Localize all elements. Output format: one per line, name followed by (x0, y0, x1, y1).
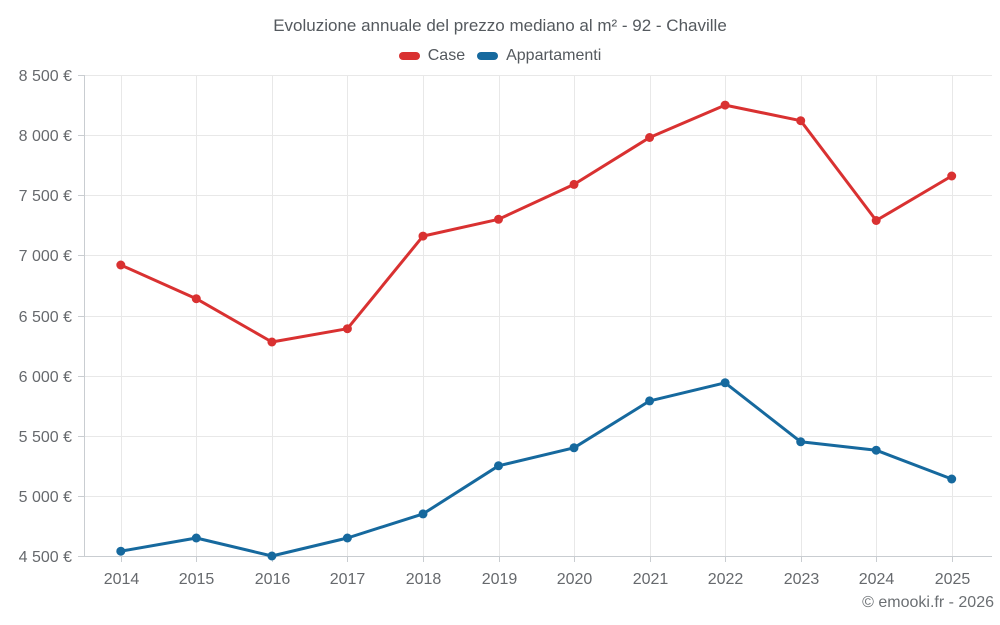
x-axis-label: 2017 (330, 571, 366, 588)
case-point-2016[interactable] (267, 337, 277, 347)
case-point-2020[interactable] (569, 179, 579, 189)
appartamenti-point-2014[interactable] (116, 546, 126, 556)
y-axis-label: 4 500 € (19, 549, 72, 566)
legend-label-case: Case (427, 47, 466, 64)
x-axis-label: 2020 (557, 571, 593, 588)
x-axis-label: 2025 (935, 571, 971, 588)
x-axis-label: 2024 (859, 571, 895, 588)
appartamenti-point-2019[interactable] (494, 461, 503, 471)
y-axis-label: 5 000 € (19, 489, 72, 506)
y-axis-label: 8 500 € (19, 68, 72, 85)
case-point-2025[interactable] (947, 171, 957, 181)
appartamenti-point-2021[interactable] (645, 396, 655, 406)
x-axis-label: 2021 (633, 571, 669, 588)
y-axis-label: 8 000 € (19, 128, 72, 145)
appartamenti-point-2017[interactable] (342, 533, 352, 543)
copyright-footer: © emooki.fr - 2026 (862, 594, 994, 611)
appartamenti-point-2025[interactable] (947, 474, 957, 484)
y-axis-label: 6 500 € (19, 309, 72, 326)
chart-legend: Case Appartamenti (0, 47, 1000, 65)
x-axis-label: 2015 (179, 571, 215, 588)
x-axis-label: 2023 (784, 571, 820, 588)
y-axis-label: 5 500 € (19, 429, 72, 446)
case-point-2017[interactable] (342, 324, 352, 334)
appartamenti-point-2023[interactable] (796, 437, 806, 447)
x-axis-label: 2019 (482, 571, 518, 588)
legend-label-appartamenti: Appartamenti (506, 47, 602, 64)
appartamenti-point-2020[interactable] (569, 443, 579, 453)
x-axis-label: 2022 (708, 571, 744, 588)
case-point-2015[interactable] (191, 294, 201, 304)
appartamenti-point-2015[interactable] (191, 533, 201, 543)
appartamenti-point-2018[interactable] (418, 509, 428, 519)
case-series-line (119, 103, 954, 344)
case-point-2021[interactable] (645, 133, 655, 142)
y-axis-label: 7 500 € (19, 188, 72, 205)
x-axis-label: 2018 (406, 571, 442, 588)
case-point-2019[interactable] (494, 214, 503, 224)
legend-item-case[interactable]: Case (398, 47, 466, 65)
case-point-2023[interactable] (796, 116, 806, 126)
appartamenti-point-2024[interactable] (871, 445, 881, 455)
case-point-2018[interactable] (418, 231, 428, 241)
appartamenti-point-2016[interactable] (267, 551, 277, 561)
y-axis-label: 7 000 € (19, 248, 72, 265)
chart-title: Evoluzione annuale del prezzo mediano al… (273, 16, 727, 35)
y-axis-label: 6 000 € (19, 369, 72, 386)
case-point-2014[interactable] (116, 260, 126, 270)
legend-item-appartamenti[interactable]: Appartamenti (477, 47, 601, 65)
x-axis-label: 2014 (104, 571, 140, 588)
appartamenti-legend-swatch-icon (477, 52, 499, 60)
case-point-2022[interactable] (720, 100, 730, 110)
x-axis-label: 2016 (255, 571, 291, 588)
appartamenti-point-2022[interactable] (720, 378, 730, 388)
case-point-2024[interactable] (871, 216, 881, 225)
case-legend-swatch-icon (398, 52, 420, 60)
appartamenti-series-line (119, 381, 954, 558)
